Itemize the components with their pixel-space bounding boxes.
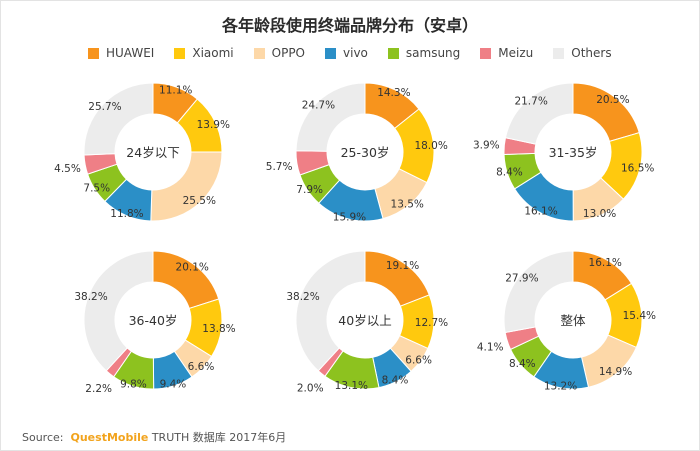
slice-label: 9.4% xyxy=(160,378,187,390)
slice-label: 13.1% xyxy=(335,380,368,392)
donut-slice-others xyxy=(295,82,366,152)
legend: HUAWEI Xiaomi OPPO vivo samsung Meizu Others xyxy=(88,44,632,62)
legend-swatch xyxy=(88,47,99,59)
slice-label: 12.7% xyxy=(415,317,448,329)
donut-center-label: 36-40岁 xyxy=(129,313,178,328)
slice-label: 38.2% xyxy=(74,291,107,303)
legend-item-oppo: OPPO xyxy=(253,46,306,60)
slice-label: 4.5% xyxy=(54,163,81,175)
legend-item-xiaomi: Xiaomi xyxy=(174,46,234,60)
slice-label: 19.1% xyxy=(386,260,419,272)
slice-label: 38.2% xyxy=(286,291,319,303)
legend-item-vivo: vivo xyxy=(325,46,368,60)
donut-chart-1: 11.1% 13.9% 25.5% 11.8% 7.5%4.5% 25.7% 24岁以下 xyxy=(54,82,230,222)
slice-label: 24.7% xyxy=(302,100,335,112)
legend-label: OPPO xyxy=(271,46,306,60)
source-prefix: Source: xyxy=(22,431,64,444)
legend-swatch xyxy=(480,47,492,59)
donut-center-label: 整体 xyxy=(560,313,586,328)
donut-center-label: 31-35岁 xyxy=(549,145,598,160)
slice-label: 18.0% xyxy=(414,140,447,152)
slice-label: 8.4% xyxy=(509,358,536,370)
legend-label: Others xyxy=(571,46,612,60)
slice-label: 13.5% xyxy=(391,198,424,210)
donut-slice-huawei xyxy=(572,82,640,142)
slice-label: 7.9% xyxy=(296,184,323,196)
slice-label: 2.0% xyxy=(297,383,324,395)
slice-label: 13.2% xyxy=(544,380,577,392)
slice-label: 20.1% xyxy=(176,261,209,273)
slice-label: 27.9% xyxy=(505,272,538,284)
slice-label: 16.1% xyxy=(524,205,557,217)
slice-label: 11.8% xyxy=(110,208,143,220)
donut-chart-3: 20.5% 16.5% 13.0% 16.1% 8.4% 3.9% 21.7% 31-35岁 xyxy=(473,82,654,222)
legend-item-meizu: Meizu xyxy=(480,46,533,60)
donut-slice-others xyxy=(83,82,154,156)
legend-item-others: Others xyxy=(553,46,612,60)
slice-label: 21.7% xyxy=(514,95,547,107)
donut-center-label: 24岁以下 xyxy=(126,145,179,160)
source-rest: TRUTH 数据库 2017年6月 xyxy=(151,431,287,444)
slice-label: 20.5% xyxy=(596,94,629,106)
slice-label: 15.4% xyxy=(623,310,656,322)
slice-label: 2.2% xyxy=(85,383,112,395)
donut-chart-5: 19.1% 12.7% 6.6% 8.4% 13.1% 2.0% 38.2% 40岁以上 xyxy=(286,250,448,395)
donut-slice-oppo xyxy=(150,151,223,222)
donut-chart-4: 20.1% 13.8% 6.6%9.4% 9.8% 2.2% 38.2% 36-40岁 xyxy=(74,250,236,395)
legend-label: vivo xyxy=(343,46,368,60)
slice-label: 5.7% xyxy=(266,161,293,173)
slice-label: 3.9% xyxy=(473,140,500,152)
source-note: Source: QuestMobile TRUTH 数据库 2017年6月 xyxy=(22,429,286,445)
legend-item-huawei: HUAWEI xyxy=(88,46,154,60)
slice-label: 16.1% xyxy=(589,257,622,269)
source-brand: QuestMobile xyxy=(70,431,149,444)
chart-title: 各年龄段使用终端品牌分布（安卓） xyxy=(221,16,478,35)
slice-label: 13.8% xyxy=(202,323,235,335)
legend-swatch xyxy=(253,47,265,59)
legend-swatch xyxy=(325,47,337,59)
slice-label: 6.6% xyxy=(188,361,215,373)
donut-chart-6: 16.1% 15.4% 14.9% 13.2% 8.4% 4.1% 27.9% 整体 xyxy=(477,250,656,392)
donut-slice-huawei xyxy=(152,250,220,310)
slice-label: 8.4% xyxy=(496,167,523,179)
slice-label: 25.7% xyxy=(88,101,121,113)
slice-label: 4.1% xyxy=(477,342,504,354)
donut-slice-others xyxy=(295,250,366,372)
slice-label: 7.5% xyxy=(83,182,110,194)
slice-label: 15.9% xyxy=(333,212,366,224)
slice-label: 14.3% xyxy=(377,87,410,99)
slice-label: 6.6% xyxy=(405,354,432,366)
slice-label: 13.9% xyxy=(197,119,230,131)
legend-label: Xiaomi xyxy=(192,46,234,60)
legend-label: Meizu xyxy=(498,46,534,60)
donut-center-label: 25-30岁 xyxy=(341,145,390,160)
donut-center-label: 40岁以上 xyxy=(338,313,391,328)
slice-label: 25.5% xyxy=(183,195,216,207)
legend-swatch xyxy=(174,47,186,59)
slice-label: 8.4% xyxy=(382,374,409,386)
donut-chart-2: 14.3% 18.0% 13.5% 15.9% 7.9%5.7% 24.7% 25-30岁 xyxy=(266,82,448,224)
legend-swatch xyxy=(387,47,399,59)
slice-label: 9.8% xyxy=(120,379,147,391)
legend-label: samsung xyxy=(405,46,461,60)
legend-item-samsung: samsung xyxy=(387,46,461,60)
slice-label: 16.5% xyxy=(621,162,654,174)
slice-label: 13.0% xyxy=(583,208,616,220)
legend-swatch xyxy=(553,47,565,59)
slice-label: 11.1% xyxy=(159,85,192,97)
slice-label: 14.9% xyxy=(599,366,632,378)
donut-slice-others xyxy=(83,250,154,372)
legend-label: HUAWEI xyxy=(106,46,155,60)
donut-slice-others xyxy=(504,82,574,145)
donut-slice-others xyxy=(503,250,574,334)
